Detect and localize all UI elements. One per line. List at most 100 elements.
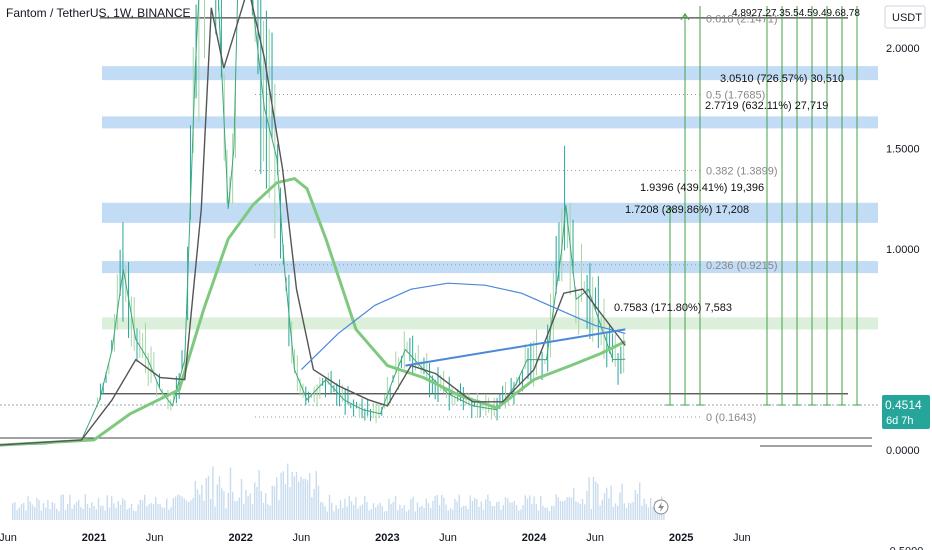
volume-bar [174,496,177,520]
volume-bar [507,498,509,520]
volume-bar [498,501,500,520]
volume-bar [518,510,520,520]
volume-bar [31,504,34,520]
volume-bar [364,495,366,520]
volume-bar [636,493,639,520]
volume-bar [42,503,45,520]
volume-bar [465,506,467,520]
volume-bar [271,485,273,520]
volume-bar [568,497,570,520]
volume-bar [210,499,212,520]
volume-bar [80,506,82,520]
volume-bar [260,491,262,520]
volume-bar [126,509,128,520]
volume-bar [100,505,102,520]
volume-bar [491,505,493,520]
volume-bar [291,471,293,520]
volume-bar [34,506,36,520]
volume-bar [315,471,317,520]
volume-bar [139,499,141,520]
clipped-top-label: 4.8927.27.35.54.59.49.68.78 [732,8,860,19]
volume-bar [564,500,566,520]
volume-bar [537,510,540,520]
volume-bar [454,498,456,520]
volume-bar [489,501,491,520]
volume-bar [504,497,507,520]
volume-bar [361,504,364,520]
projection-arrowhead [680,12,690,21]
projection-label: 2.7719 (632.11%) 27,719 [705,100,828,112]
volume-bar [234,501,236,520]
fib-band [102,261,878,274]
volume-bar [254,482,256,520]
volume-bar [443,497,445,520]
volume-bar [500,509,502,520]
volume-bar [625,507,628,520]
volume-bar [392,502,394,520]
x-tick-label: 2024 [522,532,547,544]
volume-bar [192,498,194,520]
volume-bar [124,500,126,520]
volume-bar [150,503,152,520]
volume-bar [245,490,247,520]
volume-bar [575,501,577,520]
volume-bar [430,507,432,520]
volume-bar [243,503,245,520]
volume-bar [590,508,592,520]
fib-label: 0.236 (0.9215) [706,260,778,272]
volume-bar [562,501,564,520]
volume-bar [214,506,216,520]
x-tick-label: Jun [439,532,457,544]
volume-bar [135,511,137,520]
volume-bar [27,496,29,520]
fib-shaded-bands [102,66,878,330]
volume-bar [368,510,370,520]
volume-bar [201,485,203,520]
volume-bar [628,502,630,520]
volume-bar [190,500,192,520]
volume-bar [89,507,91,520]
volume-bar [130,503,133,520]
volume-bar [614,503,617,520]
volume-bar [53,503,56,520]
volume-bar [236,500,238,520]
volume-bar [289,487,291,520]
volume-bar [663,510,665,520]
volume-bar [632,501,634,520]
volume-bar [456,501,458,520]
volume-bar [64,509,67,520]
volume-bar [394,495,397,520]
symbol-title: Fantom / TetherUS, 1W, BINANCE [6,6,191,20]
series-lines [0,0,626,447]
volume-bar [502,504,504,520]
volume-bar [544,507,546,520]
volume-bar [606,487,608,520]
volume-bar [71,508,73,520]
volume-bar [474,497,476,520]
volume-bar [331,502,333,520]
volume-bar [115,507,117,520]
projection-label: 1.7208 (389.86%) 17,208 [625,204,749,216]
volume-bar [146,506,148,520]
volume-bar [397,510,399,520]
y-tick-label: 1.0000 [886,244,920,256]
volume-bar [581,498,584,520]
volume-bar [25,510,27,520]
volume-bar [141,500,144,520]
volume-bar [62,494,64,520]
volume-bar [579,503,581,520]
volume-bar [366,501,368,520]
green-moving-average [0,176,626,447]
volume-bar [45,507,47,520]
fib-label: 0.5 (1.7685) [706,90,765,102]
volume-bar [496,501,498,520]
volume-bar [610,485,612,520]
volume-bar [524,495,526,520]
volume-bar [529,495,531,520]
volume-bar [630,503,632,520]
fib-label: 0.618 (2.1471) [706,13,778,25]
volume-bar [111,496,113,520]
volume-bar [403,504,405,520]
price-tag-value: 0.4514 [885,398,922,412]
